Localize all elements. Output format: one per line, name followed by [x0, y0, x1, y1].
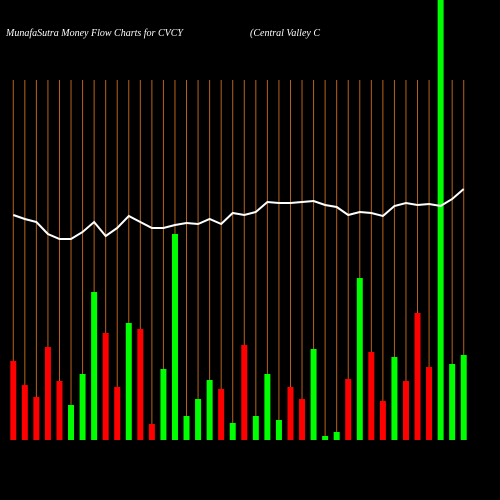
bar: [379, 401, 386, 440]
chart-subtitle: (Central Valley C: [250, 28, 320, 39]
bar: [322, 436, 329, 440]
bar: [10, 361, 17, 440]
bar: [229, 423, 236, 440]
bar: [449, 364, 456, 440]
bar: [148, 424, 155, 440]
bar: [68, 405, 75, 440]
money-flow-line: [12, 188, 465, 240]
bar: [299, 399, 306, 440]
bar: [218, 389, 225, 440]
bar: [160, 369, 167, 440]
bar: [345, 379, 352, 440]
bar: [460, 355, 467, 440]
bar: [333, 432, 340, 440]
bar: [414, 313, 421, 440]
bar: [137, 329, 144, 440]
bar: [391, 357, 398, 440]
bar: [206, 380, 213, 440]
bar: [356, 278, 363, 440]
bar: [437, 0, 444, 440]
bar: [44, 347, 51, 440]
bar: [275, 420, 282, 440]
bar: [287, 387, 294, 440]
bar: [33, 397, 40, 440]
bar: [195, 399, 202, 440]
chart-title: MunafaSutra Money Flow Charts for CVCY: [5, 28, 184, 39]
bar: [310, 349, 317, 440]
bar: [368, 352, 375, 440]
bar: [125, 323, 132, 440]
bar: [91, 292, 98, 440]
bar: [252, 416, 259, 440]
bar: [102, 333, 109, 440]
bar: [114, 387, 121, 440]
bar: [56, 381, 63, 440]
bar: [264, 374, 271, 440]
bar: [241, 345, 248, 440]
bar: [171, 234, 178, 440]
bar: [183, 416, 190, 440]
bar: [402, 381, 409, 440]
bar: [79, 374, 86, 440]
bar: [426, 367, 433, 440]
bar: [21, 385, 28, 440]
